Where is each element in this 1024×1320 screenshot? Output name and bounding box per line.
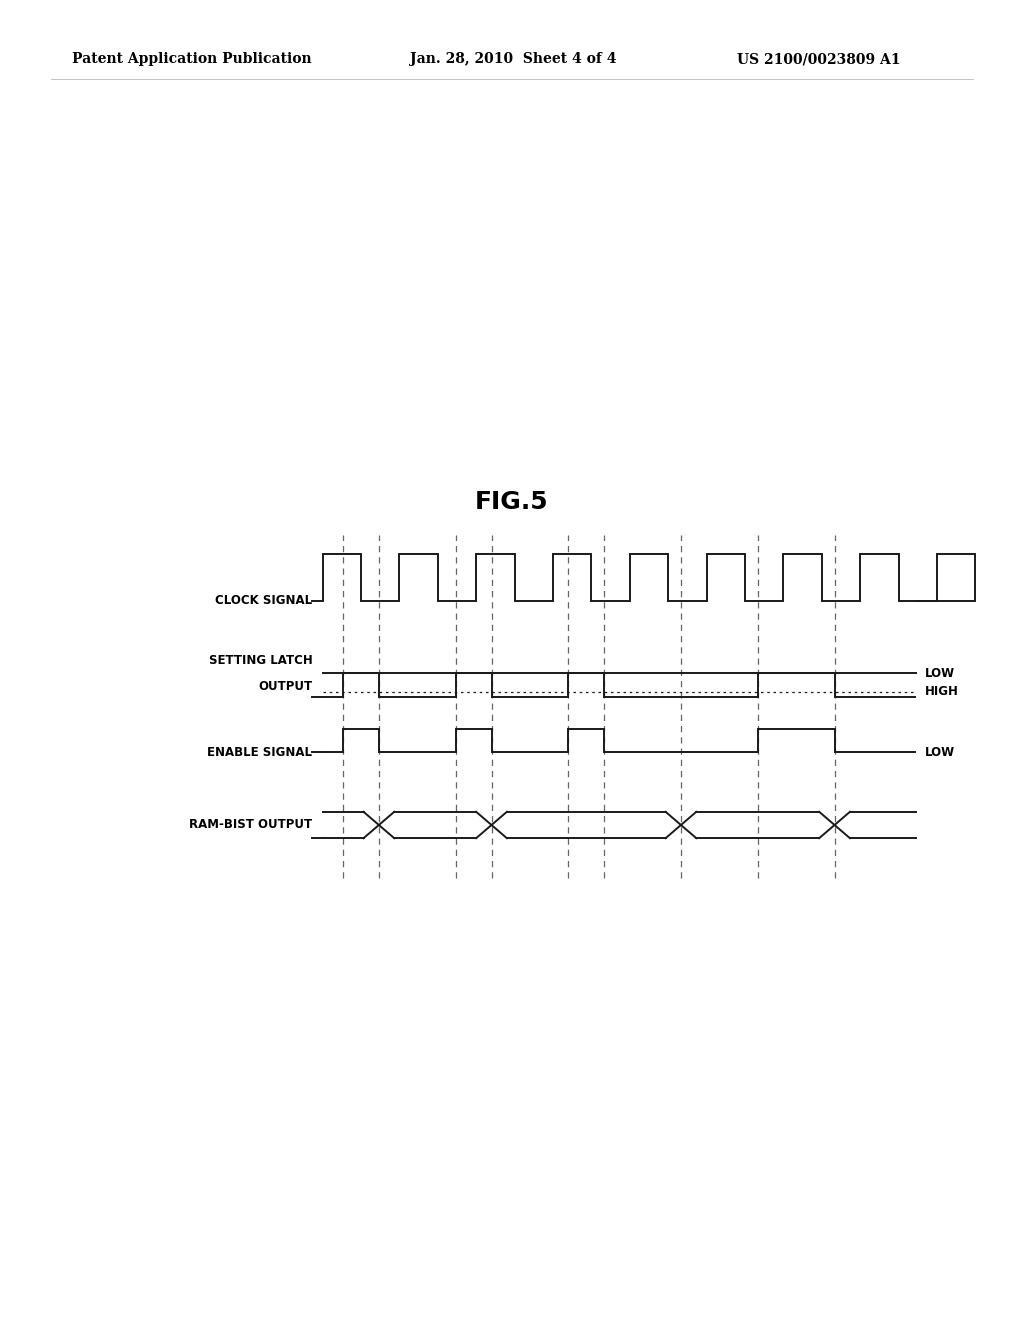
Text: OUTPUT: OUTPUT xyxy=(258,680,312,693)
Text: SETTING LATCH: SETTING LATCH xyxy=(209,653,312,667)
Text: LOW: LOW xyxy=(925,746,954,759)
Text: HIGH: HIGH xyxy=(925,685,958,698)
Text: CLOCK SIGNAL: CLOCK SIGNAL xyxy=(215,594,312,607)
Text: ENABLE SIGNAL: ENABLE SIGNAL xyxy=(207,746,312,759)
Text: RAM-BIST OUTPUT: RAM-BIST OUTPUT xyxy=(189,818,312,832)
Text: FIG.5: FIG.5 xyxy=(475,490,549,513)
Text: US 2100/0023809 A1: US 2100/0023809 A1 xyxy=(737,53,901,66)
Text: LOW: LOW xyxy=(925,667,954,680)
Text: Jan. 28, 2010  Sheet 4 of 4: Jan. 28, 2010 Sheet 4 of 4 xyxy=(410,53,616,66)
Text: Patent Application Publication: Patent Application Publication xyxy=(72,53,311,66)
